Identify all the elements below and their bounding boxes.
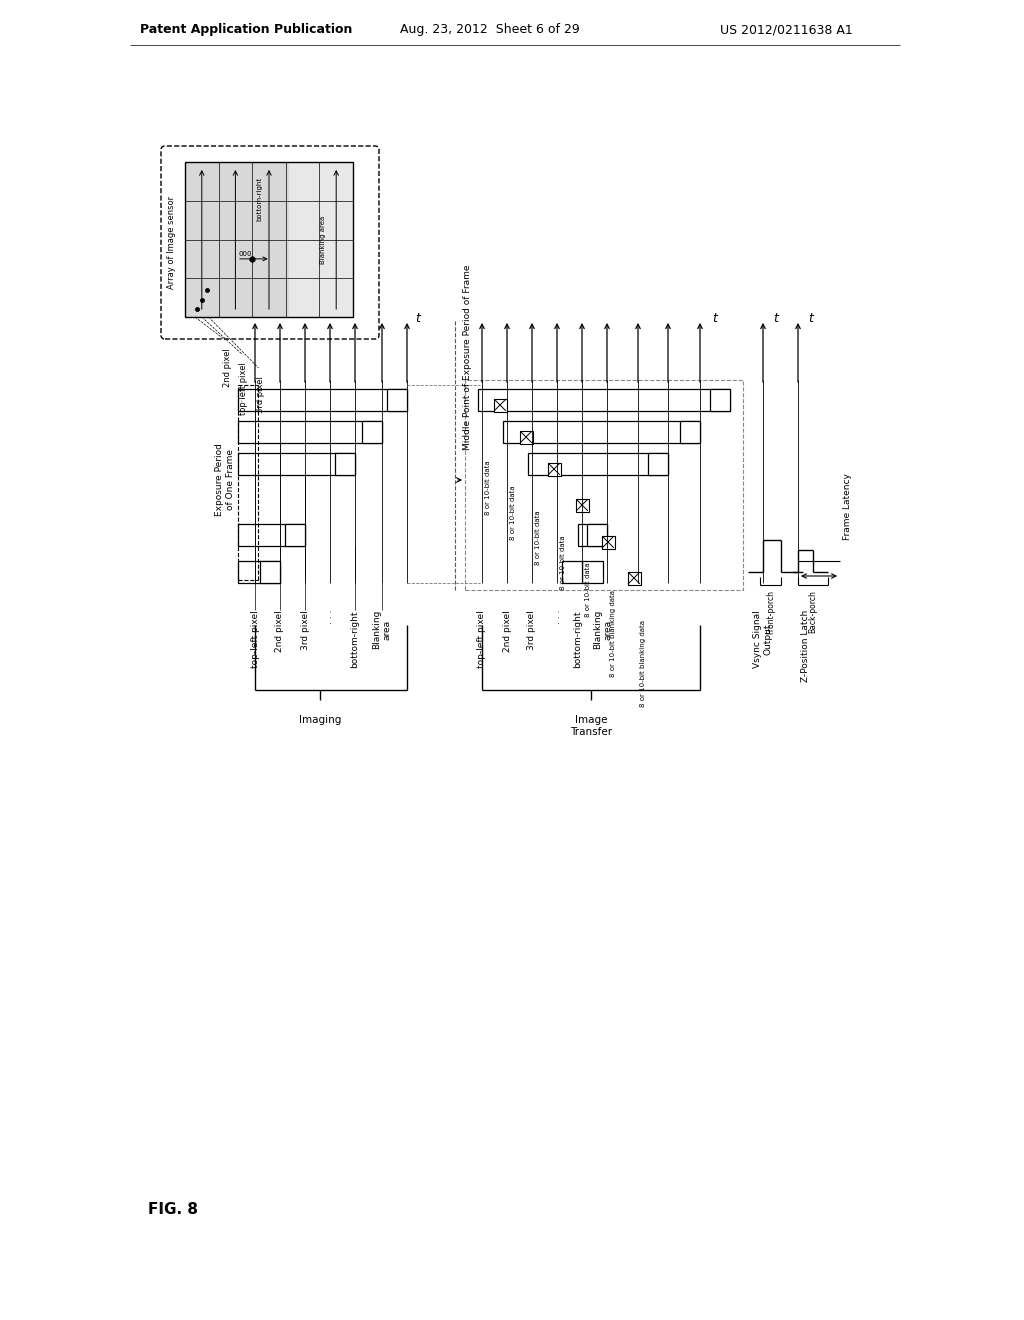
- Text: Imaging: Imaging: [299, 715, 341, 725]
- Text: Image
Transfer: Image Transfer: [570, 715, 612, 737]
- Bar: [528, 453, 668, 475]
- Text: 3rd pixel: 3rd pixel: [527, 610, 537, 649]
- Text: Middle Point of Exposure Period of Frame: Middle Point of Exposure Period of Frame: [463, 264, 471, 450]
- Text: Blanking
area: Blanking area: [593, 610, 612, 649]
- Text: 8 or 10-bit data: 8 or 10-bit data: [535, 510, 541, 565]
- Bar: [285, 524, 305, 546]
- Text: US 2012/0211638 A1: US 2012/0211638 A1: [720, 24, 853, 37]
- Bar: [260, 561, 280, 583]
- Bar: [648, 453, 668, 475]
- Text: Array of Image sensor: Array of Image sensor: [168, 195, 176, 289]
- FancyBboxPatch shape: [161, 147, 379, 339]
- Bar: [628, 572, 640, 585]
- Bar: [562, 561, 582, 583]
- Bar: [238, 524, 305, 546]
- Text: Exposure Period
of One Frame: Exposure Period of One Frame: [215, 444, 234, 516]
- Bar: [185, 162, 289, 317]
- Text: Blanking
area: Blanking area: [373, 610, 392, 649]
- Text: Front-porch: Front-porch: [766, 590, 775, 634]
- Bar: [478, 389, 730, 411]
- Bar: [582, 561, 603, 583]
- Bar: [587, 524, 607, 546]
- Bar: [575, 499, 589, 511]
- Text: . . .: . . .: [553, 610, 561, 624]
- Bar: [238, 561, 280, 583]
- Text: top-left pixel: top-left pixel: [477, 610, 486, 668]
- Text: 8 or 10-bit data: 8 or 10-bit data: [585, 562, 591, 616]
- Bar: [238, 453, 355, 475]
- Bar: [578, 524, 607, 546]
- Bar: [503, 421, 700, 444]
- Text: top·left pixel: top·left pixel: [240, 362, 248, 414]
- Text: 8 or 10-bit data: 8 or 10-bit data: [560, 535, 566, 590]
- Bar: [238, 421, 382, 444]
- Text: t: t: [773, 312, 778, 325]
- Text: t: t: [712, 312, 717, 325]
- Text: 3rd pixel: 3rd pixel: [256, 376, 265, 413]
- Bar: [519, 430, 532, 444]
- Bar: [548, 462, 560, 475]
- Text: 2nd pixel: 2nd pixel: [275, 610, 285, 652]
- Text: Vsync Signal
Output: Vsync Signal Output: [754, 610, 773, 668]
- Bar: [335, 453, 355, 475]
- Text: Blanking area: Blanking area: [319, 215, 326, 264]
- Text: bottom-right: bottom-right: [573, 610, 583, 668]
- Text: Frame Latency: Frame Latency: [844, 473, 853, 540]
- Text: 8 or 10-bit data: 8 or 10-bit data: [510, 484, 516, 540]
- Text: 8 or 10-bit blanking data: 8 or 10-bit blanking data: [610, 590, 616, 677]
- Text: 8 or 10-bit blanking data: 8 or 10-bit blanking data: [640, 620, 646, 708]
- Bar: [362, 421, 382, 444]
- Bar: [238, 389, 407, 411]
- Text: Z-Position Latch: Z-Position Latch: [802, 610, 811, 682]
- Text: 000: 000: [239, 251, 252, 257]
- Text: Back-porch: Back-porch: [809, 590, 817, 632]
- Text: Aug. 23, 2012  Sheet 6 of 29: Aug. 23, 2012 Sheet 6 of 29: [400, 24, 580, 37]
- Text: . . .: . . .: [326, 610, 335, 624]
- Text: 8 or 10-bit data: 8 or 10-bit data: [485, 459, 490, 515]
- Text: bottom-right: bottom-right: [256, 177, 262, 222]
- Bar: [680, 421, 700, 444]
- Text: 2nd pixel: 2nd pixel: [222, 348, 231, 387]
- Bar: [465, 380, 743, 590]
- Bar: [387, 389, 407, 411]
- Text: 3rd pixel: 3rd pixel: [300, 610, 309, 649]
- Text: t: t: [808, 312, 813, 325]
- Text: bottom-right: bottom-right: [350, 610, 359, 668]
- Text: top-left pixel: top-left pixel: [251, 610, 259, 668]
- Text: 2nd pixel: 2nd pixel: [503, 610, 512, 652]
- Bar: [494, 399, 507, 412]
- Bar: [289, 162, 353, 317]
- Bar: [710, 389, 730, 411]
- Text: FIG. 8: FIG. 8: [148, 1203, 198, 1217]
- Text: t: t: [415, 312, 420, 325]
- Text: Patent Application Publication: Patent Application Publication: [140, 24, 352, 37]
- Bar: [185, 162, 353, 317]
- Bar: [601, 536, 614, 549]
